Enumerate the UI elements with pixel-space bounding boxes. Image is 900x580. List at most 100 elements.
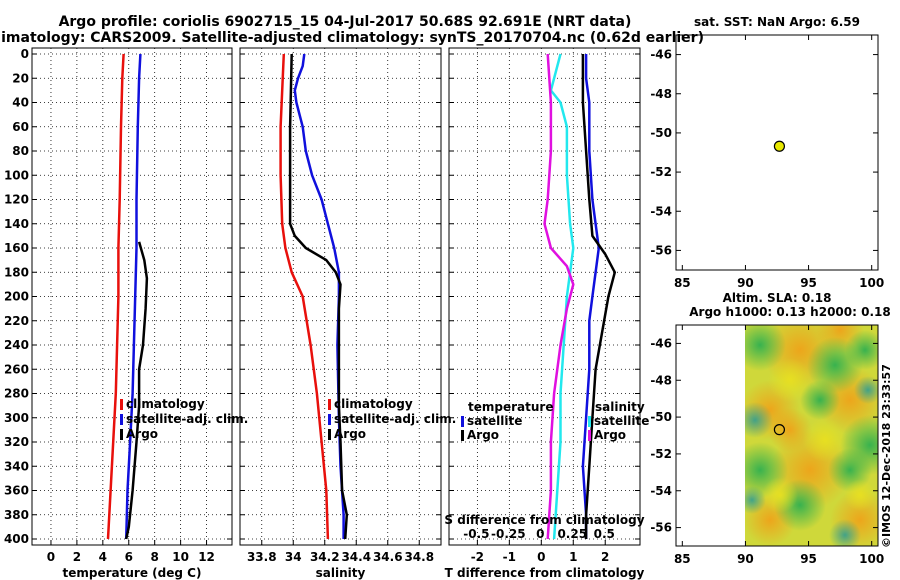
- x-tick-label: 85: [674, 276, 691, 290]
- legend-label: satellite-adj. clim.: [334, 412, 456, 426]
- chart-title-line2: Climatology: CARS2009. Satellite-adjuste…: [0, 30, 704, 46]
- series-climatology-line: [106, 53, 125, 540]
- y-tick-label: 260: [4, 362, 29, 376]
- top-tick-label: -0.5: [463, 527, 489, 541]
- y-tick-label: 200: [4, 290, 29, 304]
- y-tick-label: -56: [650, 521, 672, 535]
- sla-field-patch: [854, 376, 878, 404]
- y-tick-label: -50: [650, 410, 672, 424]
- y-tick-label: 380: [4, 508, 29, 522]
- y-tick-label: -52: [650, 447, 672, 461]
- y-tick-label: 80: [12, 144, 29, 158]
- y-tick-label: 180: [4, 265, 29, 279]
- sla-field-patch: [800, 380, 840, 420]
- y-tick-label: 100: [4, 168, 29, 182]
- chart-title-line1: Argo profile: coriolis 6902715_15 04-Jul…: [59, 14, 632, 30]
- x-tick-label: 8: [151, 550, 159, 564]
- y-tick-label: 0: [21, 47, 29, 61]
- legend-title-temperature: temperature: [468, 400, 553, 414]
- x-tick-label: 95: [800, 276, 817, 290]
- x-tick-label: 12: [198, 550, 215, 564]
- legend-label: satellite-adj. clim.: [126, 412, 248, 426]
- x-tick-label: 95: [800, 552, 817, 566]
- top-tick-label: 0.25: [557, 527, 587, 541]
- y-tick-label: -48: [650, 373, 672, 387]
- top-tick-label: 0: [536, 527, 544, 541]
- copyright-footer: ©IMOS 12-Dec-2018 23:33:57: [880, 364, 893, 548]
- argo-position-marker: [773, 424, 786, 436]
- top-tick-label: 0.5: [594, 527, 615, 541]
- x-tick-label: 6: [125, 550, 133, 564]
- y-tick-label: 220: [4, 314, 29, 328]
- y-tick-label: 60: [12, 120, 29, 134]
- legend-swatch: [120, 399, 123, 410]
- y-tick-label: -54: [650, 484, 672, 498]
- legend-swatch: [120, 429, 123, 440]
- legend-label: climatology: [334, 397, 413, 411]
- x-tick-label: 90: [737, 552, 754, 566]
- x-tick-label: 4: [99, 550, 107, 564]
- series-salinity-argo-line: [543, 53, 575, 540]
- x-axis-label: salinity: [316, 566, 366, 580]
- x-tick-label: 0: [47, 550, 55, 564]
- x-tick-label: 2: [73, 550, 81, 564]
- legend-swatch: [328, 414, 331, 425]
- y-tick-label: -54: [650, 204, 672, 218]
- top-tick-label: -0.25: [491, 527, 526, 541]
- series-salinity-satellite-line: [549, 53, 575, 540]
- sla-field-patch: [762, 477, 798, 513]
- y-tick-label: -56: [650, 243, 672, 257]
- legend-swatch: [588, 430, 591, 441]
- x-tick-label: 34: [285, 550, 302, 564]
- legend-label: Argo: [594, 428, 626, 442]
- sla-map-title-line1: Altim. SLA: 0.18: [723, 291, 832, 305]
- x-tick-label: 0: [537, 550, 545, 564]
- series-climatology-line: [279, 53, 330, 540]
- y-tick-label: -46: [650, 48, 672, 62]
- sla-map-title-line2: Argo h1000: 0.13 h2000: 0.18: [689, 305, 890, 319]
- sla-field-patch: [803, 418, 847, 462]
- top-axis-label: S difference from climatology: [444, 513, 644, 527]
- y-tick-label: 20: [12, 71, 29, 85]
- sla-field: [745, 325, 878, 546]
- series-argo-line: [288, 53, 349, 540]
- y-tick-label: -50: [650, 126, 672, 140]
- y-tick-label: 240: [4, 338, 29, 352]
- legend-label: Argo: [334, 427, 366, 441]
- sla-field-patch: [845, 330, 878, 370]
- legend-label: climatology: [126, 397, 205, 411]
- legend-swatch: [588, 416, 591, 427]
- x-tick-label: 100: [859, 276, 884, 290]
- temperature-panel: 0 2 4 6 8 10 120204060801001201401601802002202…: [4, 47, 248, 580]
- y-tick-label: -52: [650, 165, 672, 179]
- x-tick-label: 10: [172, 550, 189, 564]
- legend-swatch: [461, 430, 464, 441]
- y-tick-label: 160: [4, 241, 29, 255]
- x-tick-label: 85: [674, 552, 691, 566]
- map-frame: [675, 324, 879, 547]
- legend-label: Argo: [126, 427, 158, 441]
- y-tick-label: 340: [4, 459, 29, 473]
- sla-field-patch: [829, 519, 861, 546]
- argo-position-marker: [773, 140, 786, 152]
- sla-field-patch: [745, 402, 773, 438]
- y-tick-label: -46: [650, 336, 672, 350]
- difference-panel: -2 -1 0 1 2 T difference from climatology -0.5…: [444, 47, 649, 580]
- legend-title-salinity: salinity: [595, 400, 645, 414]
- sla-field-patch: [844, 479, 876, 511]
- salinity-panel: 33.8 34 34.2 34.4 34.6 34.8 salinity climatolog…: [239, 47, 456, 580]
- sst-map-panel: 85 90 95 100 -46 -48 -50 -52 -54 -56 sat. SST: NaN…: [650, 15, 884, 290]
- y-tick-label: 120: [4, 193, 29, 207]
- y-tick-label: 40: [12, 96, 29, 110]
- series-argo-line: [124, 241, 149, 540]
- y-tick-label: 280: [4, 387, 29, 401]
- legend-swatch: [461, 416, 464, 427]
- legend-swatch: [120, 414, 123, 425]
- legend-swatch: [328, 399, 331, 410]
- x-tick-label: 34.6: [373, 550, 403, 564]
- y-tick-label: 400: [4, 532, 29, 546]
- x-tick-label: 34.2: [310, 550, 340, 564]
- series-satellite-adj-clim--line: [124, 53, 142, 540]
- sla-field-patch: [768, 408, 812, 452]
- legend-label: satellite: [467, 414, 522, 428]
